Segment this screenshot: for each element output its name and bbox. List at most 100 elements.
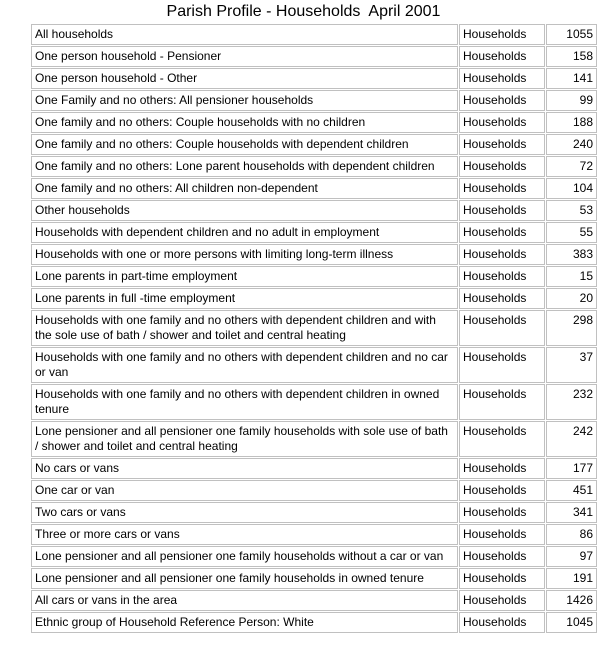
table-row: One person household - Pensioner Househol… [31,46,597,67]
row-measure-cell: Households [459,347,545,383]
table-row: Households with one family and no others… [31,384,597,420]
table-row: One family and no others: Couple househo… [31,134,597,155]
table-row: One family and no others: Couple househo… [31,112,597,133]
row-label-cell: Lone pensioner and all pensioner one fam… [31,546,458,567]
households-table: All households Households 1055 One person h… [30,23,598,634]
table-row: Two cars or vans Households 341 [31,502,597,523]
row-measure-cell: Households [459,612,545,633]
row-label-cell: Households with one family and no others… [31,384,458,420]
table-row: Other households Households 53 [31,200,597,221]
row-measure-cell: Households [459,458,545,479]
row-value-cell: 86 [546,524,597,545]
row-measure-cell: Households [459,546,545,567]
row-label-cell: Three or more cars or vans [31,524,458,545]
row-value-cell: 55 [546,222,597,243]
row-value-cell: 158 [546,46,597,67]
row-label-cell: All households [31,24,458,45]
row-value-cell: 341 [546,502,597,523]
row-label-cell: One car or van [31,480,458,501]
row-label-cell: Lone parents in full -time employment [31,288,458,309]
row-value-cell: 1055 [546,24,597,45]
table-row: One family and no others: Lone parent ho… [31,156,597,177]
row-measure-cell: Households [459,310,545,346]
row-measure-cell: Households [459,244,545,265]
row-value-cell: 232 [546,384,597,420]
row-value-cell: 141 [546,68,597,89]
row-measure-cell: Households [459,288,545,309]
row-measure-cell: Households [459,68,545,89]
row-value-cell: 177 [546,458,597,479]
row-value-cell: 97 [546,546,597,567]
table-row: Households with dependent children and n… [31,222,597,243]
row-label-cell: Ethnic group of Household Reference Pers… [31,612,458,633]
row-measure-cell: Households [459,590,545,611]
row-label-cell: One family and no others: Couple househo… [31,134,458,155]
row-measure-cell: Households [459,24,545,45]
table-row: One Family and no others: All pensioner … [31,90,597,111]
row-measure-cell: Households [459,568,545,589]
row-measure-cell: Households [459,156,545,177]
row-value-cell: 298 [546,310,597,346]
row-value-cell: 383 [546,244,597,265]
row-label-cell: One family and no others: Couple househo… [31,112,458,133]
row-value-cell: 37 [546,347,597,383]
row-label-cell: Other households [31,200,458,221]
row-value-cell: 99 [546,90,597,111]
row-value-cell: 104 [546,178,597,199]
row-label-cell: All cars or vans in the area [31,590,458,611]
table-row: Three or more cars or vans Households 86 [31,524,597,545]
table-row: Households with one family and no others… [31,310,597,346]
row-measure-cell: Households [459,178,545,199]
row-value-cell: 72 [546,156,597,177]
table-row: Lone pensioner and all pensioner one fam… [31,421,597,457]
row-measure-cell: Households [459,524,545,545]
row-label-cell: Households with one family and no others… [31,310,458,346]
table-row: Lone parents in part-time employment Hous… [31,266,597,287]
row-measure-cell: Households [459,502,545,523]
row-measure-cell: Households [459,112,545,133]
table-row: All households Households 1055 [31,24,597,45]
row-measure-cell: Households [459,384,545,420]
table-row: Lone parents in full -time employment Hou… [31,288,597,309]
households-table-body: All households Households 1055 One person h… [31,24,597,633]
row-label-cell: Lone pensioner and all pensioner one fam… [31,421,458,457]
row-value-cell: 191 [546,568,597,589]
row-measure-cell: Households [459,266,545,287]
row-label-cell: Two cars or vans [31,502,458,523]
row-label-cell: Households with one family and no others… [31,347,458,383]
row-label-cell: One family and no others: Lone parent ho… [31,156,458,177]
row-measure-cell: Households [459,134,545,155]
table-row: Lone pensioner and all pensioner one fam… [31,568,597,589]
table-row: One person household - Other Households 14… [31,68,597,89]
table-row: Ethnic group of Household Reference Pers… [31,612,597,633]
row-label-cell: One person household - Pensioner [31,46,458,67]
row-label-cell: Lone parents in part-time employment [31,266,458,287]
row-measure-cell: Households [459,200,545,221]
row-label-cell: One Family and no others: All pensioner … [31,90,458,111]
table-row: Households with one family and no others… [31,347,597,383]
row-label-cell: One family and no others: All children n… [31,178,458,199]
table-row: Households with one or more persons with… [31,244,597,265]
row-value-cell: 240 [546,134,597,155]
table-row: One family and no others: All children n… [31,178,597,199]
row-measure-cell: Households [459,46,545,67]
table-row: Lone pensioner and all pensioner one fam… [31,546,597,567]
row-measure-cell: Households [459,90,545,111]
row-label-cell: Lone pensioner and all pensioner one fam… [31,568,458,589]
row-value-cell: 53 [546,200,597,221]
row-value-cell: 451 [546,480,597,501]
row-value-cell: 242 [546,421,597,457]
table-row: No cars or vans Households 177 [31,458,597,479]
row-measure-cell: Households [459,421,545,457]
row-value-cell: 1426 [546,590,597,611]
table-row: One car or van Households 451 [31,480,597,501]
table-row: All cars or vans in the area Households 14… [31,590,597,611]
row-value-cell: 188 [546,112,597,133]
row-measure-cell: Households [459,480,545,501]
row-label-cell: No cars or vans [31,458,458,479]
row-label-cell: Households with dependent children and n… [31,222,458,243]
row-value-cell: 20 [546,288,597,309]
row-value-cell: 1045 [546,612,597,633]
page-title: Parish Profile - Households April 2001 [166,3,441,20]
